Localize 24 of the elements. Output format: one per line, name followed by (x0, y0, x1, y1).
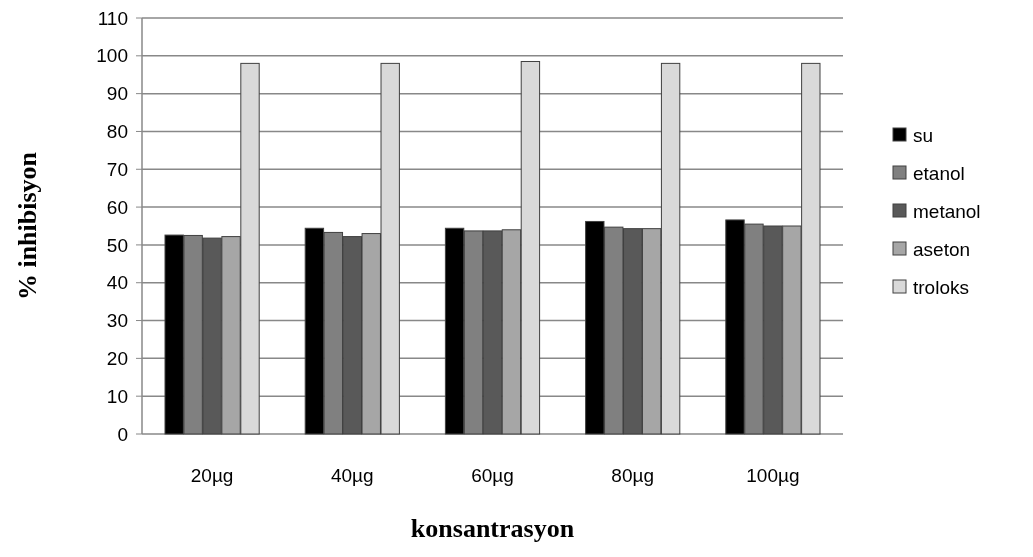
legend-label: troloks (913, 276, 969, 298)
y-tick-label: 20 (106, 348, 128, 370)
x-tick-label: 20µg (190, 465, 234, 486)
x-tick-label: 40µg (330, 465, 374, 486)
y-tick-label: 10 (106, 385, 128, 407)
legend-label: aseton (913, 238, 971, 260)
y-tick-label: 80 (106, 121, 128, 143)
x-tick-label: 100µg (746, 465, 800, 486)
y-tick-label: 0 (117, 423, 128, 445)
y-tick-label: 90 (106, 83, 128, 105)
y-tick-label: 40 (106, 272, 128, 294)
y-tick-label: 30 (106, 310, 128, 332)
x-tick-label: 80µg (611, 465, 655, 486)
legend-label: metanol (913, 200, 981, 222)
legend-label: etanol (913, 162, 965, 184)
y-axis-title: % inhibisyon (13, 151, 42, 301)
y-tick-label: 100 (96, 45, 128, 67)
y-tick-label: 60 (106, 196, 128, 218)
x-tick-label: 60µg (471, 465, 514, 486)
y-tick-label: 50 (106, 234, 128, 256)
legend-label: su (913, 124, 934, 146)
y-tick-label: 110 (97, 7, 128, 29)
y-tick-label: 70 (106, 158, 128, 180)
x-axis-title: konsantrasyon (410, 514, 575, 543)
